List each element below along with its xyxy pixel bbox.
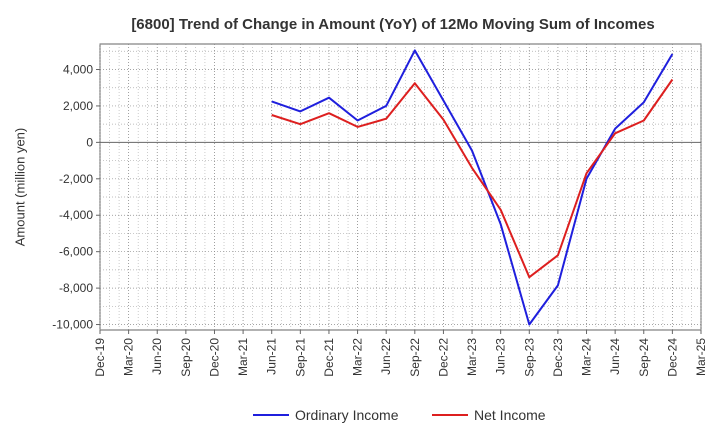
x-tick-label: Mar-24: [580, 338, 594, 376]
x-tick-label: Sep-23: [522, 338, 536, 377]
net-income-line: [271, 78, 674, 279]
series-lines: [271, 49, 674, 326]
legend: Ordinary Income Net Income: [253, 407, 546, 423]
x-tick-label: Dec-22: [436, 338, 450, 377]
x-tick-label: Sep-22: [408, 338, 422, 377]
y-tick-label: 4,000: [63, 63, 93, 77]
ordinary-income-legend-label: Ordinary Income: [295, 407, 399, 423]
x-tick-label: Sep-20: [179, 338, 193, 377]
x-axis-ticks: Dec-19 Mar-20 Jun-20 Sep-20 Dec-20 Mar-21 Jun-…: [93, 330, 708, 377]
x-tick-label: Dec-20: [207, 338, 221, 377]
x-tick-label: Sep-24: [637, 338, 651, 377]
x-tick-label: Dec-21: [322, 338, 336, 377]
x-tick-label: Jun-20: [150, 338, 164, 375]
y-axis-title: Amount (million yen): [13, 128, 28, 247]
x-tick-label: Jun-22: [379, 338, 393, 375]
y-tick-label: -6,000: [59, 245, 93, 259]
x-tick-label: Mar-22: [351, 338, 365, 376]
y-tick-label: 2,000: [63, 99, 93, 113]
x-tick-label: Dec-19: [93, 338, 107, 377]
x-tick-label: Mar-21: [236, 338, 250, 376]
y-tick-label: -4,000: [59, 208, 93, 222]
x-tick-label: Sep-21: [293, 338, 307, 377]
x-tick-label: Mar-20: [122, 338, 136, 376]
net-income-legend-label: Net Income: [474, 407, 546, 423]
x-tick-label: Dec-23: [551, 338, 565, 377]
plot-frame: [99, 43, 702, 331]
x-tick-label: Mar-25: [694, 338, 708, 376]
x-tick-label: Jun-24: [608, 338, 622, 375]
x-tick-label: Jun-23: [494, 338, 508, 375]
x-tick-label: Jun-21: [265, 338, 279, 375]
y-grid: [100, 50, 701, 325]
y-tick-label: -10,000: [52, 318, 93, 332]
x-tick-label: Dec-24: [665, 338, 679, 377]
x-tick-label: Mar-23: [465, 338, 479, 376]
chart-title: [6800] Trend of Change in Amount (YoY) o…: [131, 16, 654, 33]
y-tick-label: -8,000: [59, 281, 93, 295]
y-tick-label: 0: [86, 135, 93, 149]
plot-area: [99, 43, 702, 331]
y-axis-ticks: 4,000 2,000 0 -2,000 -4,000 -6,000 -8,000 -10,0…: [52, 63, 100, 332]
y-tick-label: -2,000: [59, 172, 93, 186]
